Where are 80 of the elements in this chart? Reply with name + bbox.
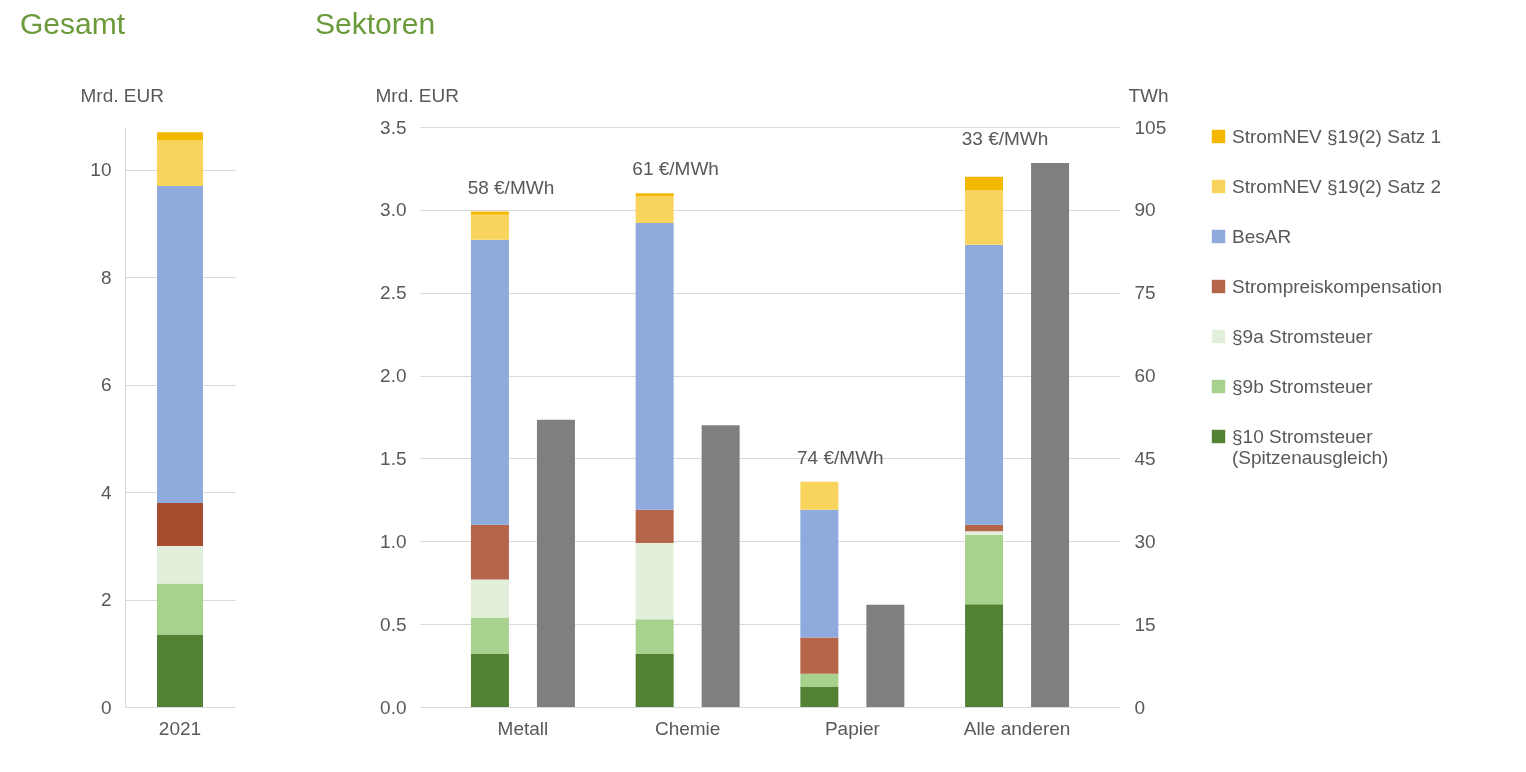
bar [157, 634, 203, 707]
bar [800, 687, 839, 707]
bar [470, 653, 509, 707]
y-tick-label: 1.0 [380, 530, 407, 552]
legend-label: Strompreiskompensation [1232, 275, 1443, 297]
y2-tick-label: 90 [1134, 199, 1156, 221]
y2-tick-label: 45 [1134, 447, 1156, 469]
y-tick-label: 10 [90, 159, 112, 181]
legend-label: BesAR [1232, 225, 1292, 247]
bar [157, 186, 203, 503]
chart-title: Gesamt [20, 7, 126, 40]
x-tick-label: Papier [824, 717, 881, 739]
x-tick-label: Metall [497, 717, 549, 739]
y2-tick-label: 15 [1134, 613, 1156, 635]
bar [157, 502, 203, 546]
bar [965, 524, 1004, 532]
bar [536, 419, 575, 707]
bar [470, 617, 509, 654]
y2-tick-label: 105 [1134, 116, 1167, 138]
y2-tick-label: 60 [1134, 365, 1156, 387]
bar [157, 132, 203, 141]
y-axis-title: Mrd. EUR [80, 84, 164, 106]
bar [470, 214, 509, 240]
bar [866, 604, 905, 707]
bar [470, 524, 509, 580]
legend-label: §9b Stromsteuer [1232, 375, 1374, 397]
bar [470, 211, 509, 215]
bar [800, 509, 839, 638]
y-tick-label: 4 [100, 481, 112, 503]
y-tick-label: 0.5 [380, 613, 407, 635]
y-tick-label: 2 [100, 589, 112, 611]
bar [157, 545, 203, 584]
bar [635, 509, 674, 543]
annotation: 74 €/MWh [797, 446, 884, 468]
y-tick-label: 2.5 [380, 282, 407, 304]
y2-tick-label: 30 [1134, 530, 1156, 552]
y-tick-label: 0.0 [380, 696, 407, 718]
bar [965, 604, 1004, 707]
bar [800, 637, 839, 674]
bar [635, 223, 674, 510]
bar [470, 239, 509, 525]
y2-tick-label: 75 [1134, 282, 1156, 304]
bar [635, 619, 674, 654]
chart-title: Sektoren [315, 7, 436, 40]
y-tick-label: 0 [100, 696, 112, 718]
y-tick-label: 3.0 [380, 199, 407, 221]
bar [965, 176, 1004, 190]
annotation: 33 €/MWh [961, 127, 1049, 149]
y-axis-title: Mrd. EUR [375, 84, 459, 106]
bar [800, 673, 839, 688]
bar [1031, 162, 1070, 707]
bar [635, 193, 674, 197]
bar [701, 425, 740, 707]
bar [635, 542, 674, 620]
bar [157, 583, 203, 635]
x-tick-label: 2021 [158, 717, 202, 739]
y2-axis-title: TWh [1128, 84, 1169, 106]
legend-label: StromNEV §19(2) Satz 2 [1232, 175, 1442, 197]
legend-label: §10 Stromsteuer (Spitzenausgleich) [1232, 425, 1389, 468]
bar [157, 140, 203, 187]
bar [965, 189, 1004, 245]
x-tick-label: Chemie [654, 717, 721, 739]
x-tick-label: Alle anderen [963, 717, 1071, 739]
annotation: 58 €/MWh [467, 176, 555, 198]
y-tick-label: 2.0 [380, 365, 407, 387]
bar [965, 244, 1004, 525]
y-tick-label: 3.5 [380, 116, 407, 138]
y-tick-label: 6 [100, 374, 112, 396]
bar [800, 481, 839, 510]
bar [635, 653, 674, 707]
legend-label: StromNEV §19(2) Satz 1 [1232, 125, 1442, 147]
annotation: 61 €/MWh [632, 158, 719, 180]
y-tick-label: 1.5 [380, 447, 407, 469]
bar [965, 531, 1004, 535]
y2-tick-label: 0 [1134, 696, 1146, 718]
y-tick-label: 8 [100, 266, 112, 288]
legend-label: §9a Stromsteuer [1232, 325, 1374, 347]
bar [965, 534, 1004, 605]
bar [635, 196, 674, 224]
bar [470, 579, 509, 618]
